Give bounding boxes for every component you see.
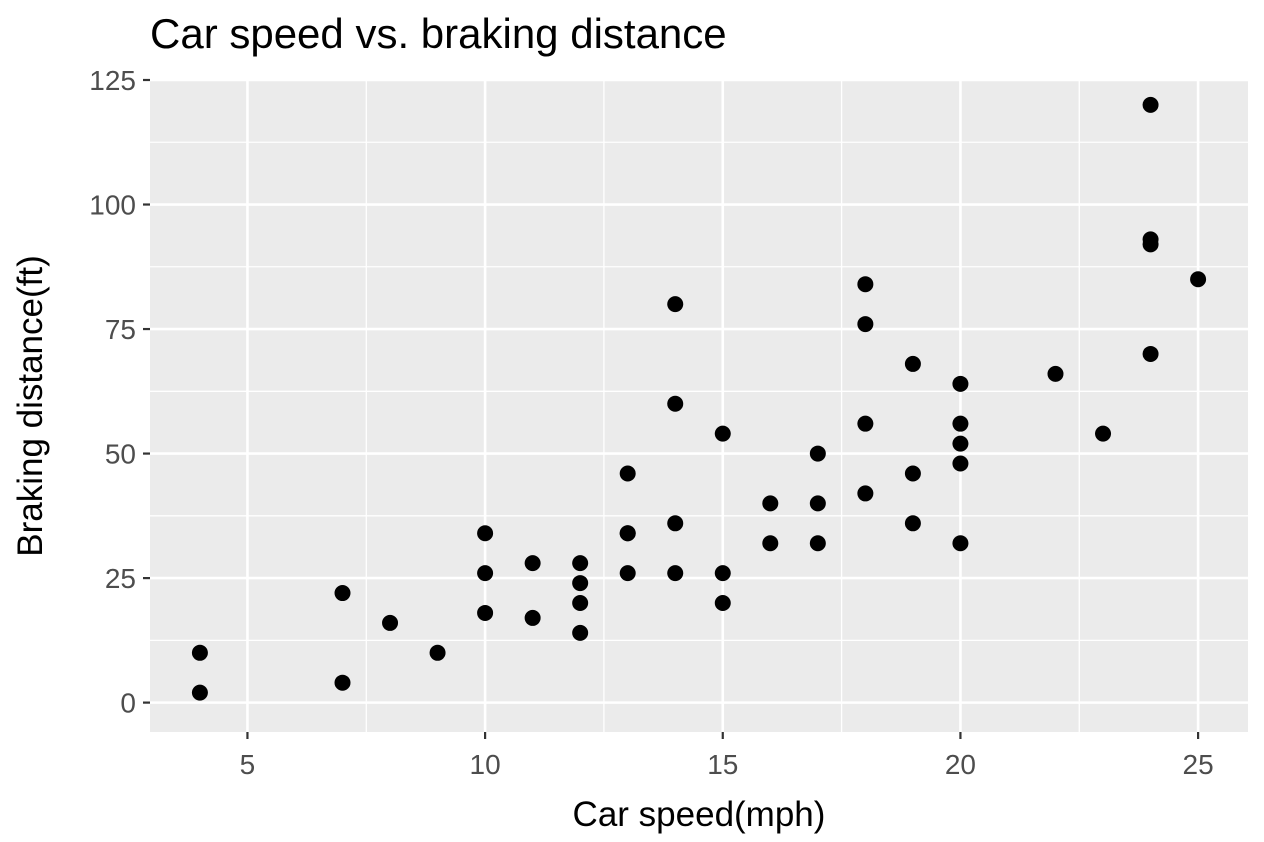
data-point xyxy=(809,495,826,512)
data-point xyxy=(429,644,446,661)
data-point xyxy=(952,435,969,452)
y-tick-label: 25 xyxy=(105,563,136,594)
data-point xyxy=(952,535,969,552)
data-point xyxy=(762,495,779,512)
data-point xyxy=(477,525,494,542)
data-point xyxy=(857,276,874,293)
data-point xyxy=(857,316,874,333)
data-point xyxy=(1190,271,1207,288)
data-point xyxy=(952,415,969,432)
data-point xyxy=(524,555,541,572)
data-point xyxy=(714,425,731,442)
data-point xyxy=(904,515,921,532)
y-tick-label: 100 xyxy=(89,190,136,221)
data-point xyxy=(667,395,684,412)
data-point xyxy=(952,455,969,472)
data-point xyxy=(904,355,921,372)
x-tick-label: 5 xyxy=(240,749,256,780)
data-point xyxy=(619,465,636,482)
x-tick-label: 20 xyxy=(945,749,976,780)
data-point xyxy=(1095,425,1112,442)
data-point xyxy=(809,445,826,462)
data-point xyxy=(334,674,351,691)
data-point xyxy=(524,609,541,626)
y-tick-label: 125 xyxy=(89,65,136,96)
data-point xyxy=(619,525,636,542)
data-point xyxy=(667,296,684,313)
y-axis-title: Braking distance(ft) xyxy=(11,255,50,557)
data-point xyxy=(857,485,874,502)
data-point xyxy=(572,575,589,592)
data-point xyxy=(667,515,684,532)
data-point xyxy=(191,684,208,701)
y-tick-label: 75 xyxy=(105,314,136,345)
data-point xyxy=(904,465,921,482)
data-point xyxy=(477,604,494,621)
data-point xyxy=(762,535,779,552)
x-tick-label: 25 xyxy=(1183,749,1214,780)
minor-gridlines xyxy=(150,80,1248,732)
data-point xyxy=(1142,345,1159,362)
data-point xyxy=(382,614,399,631)
data-point xyxy=(809,535,826,552)
y-tick-label: 50 xyxy=(105,439,136,470)
y-tick-label: 0 xyxy=(120,688,136,719)
data-point xyxy=(1142,231,1159,248)
data-point xyxy=(191,644,208,661)
x-axis: 5 10 15 20 25 xyxy=(240,732,1214,780)
data-point xyxy=(1142,96,1159,113)
data-point xyxy=(619,565,636,582)
x-tick-label: 10 xyxy=(470,749,501,780)
data-point xyxy=(714,565,731,582)
data-point xyxy=(572,624,589,641)
data-point xyxy=(1047,365,1064,382)
plot-panel xyxy=(150,80,1248,732)
major-gridlines xyxy=(150,78,1248,732)
data-point xyxy=(667,565,684,582)
data-point xyxy=(857,415,874,432)
data-point xyxy=(334,585,351,602)
data-points xyxy=(191,96,1207,701)
x-tick-label: 15 xyxy=(707,749,738,780)
x-axis-title: Car speed(mph) xyxy=(573,795,826,834)
data-point xyxy=(952,375,969,392)
chart-title: Car speed vs. braking distance xyxy=(150,10,727,57)
data-point xyxy=(477,565,494,582)
y-axis: 0 25 50 75 100 125 xyxy=(89,65,150,719)
data-point xyxy=(714,594,731,611)
data-point xyxy=(572,594,589,611)
data-point xyxy=(572,555,589,572)
